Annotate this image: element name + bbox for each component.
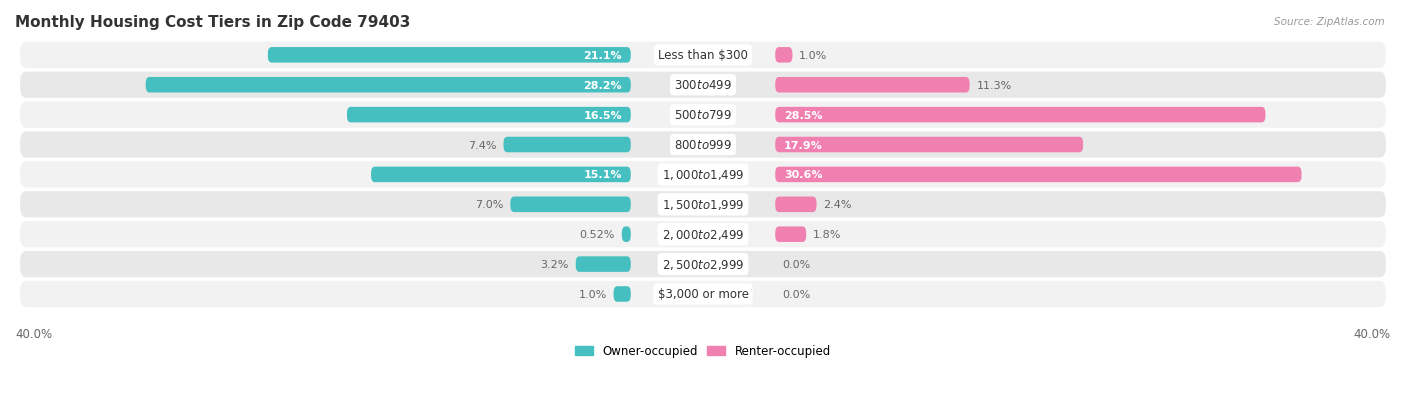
FancyBboxPatch shape <box>575 257 631 272</box>
Text: 3.2%: 3.2% <box>540 259 569 269</box>
Text: 28.2%: 28.2% <box>583 81 623 90</box>
FancyBboxPatch shape <box>20 102 1386 128</box>
Text: $500 to $799: $500 to $799 <box>673 109 733 122</box>
FancyBboxPatch shape <box>371 167 631 183</box>
Text: 30.6%: 30.6% <box>783 170 823 180</box>
Text: 11.3%: 11.3% <box>977 81 1012 90</box>
FancyBboxPatch shape <box>20 72 1386 99</box>
FancyBboxPatch shape <box>20 162 1386 188</box>
Text: 40.0%: 40.0% <box>15 328 52 341</box>
Text: $1,000 to $1,499: $1,000 to $1,499 <box>662 168 744 182</box>
FancyBboxPatch shape <box>503 138 631 153</box>
Text: $1,500 to $1,999: $1,500 to $1,999 <box>662 198 744 212</box>
FancyBboxPatch shape <box>775 167 1302 183</box>
Text: 7.4%: 7.4% <box>468 140 496 150</box>
FancyBboxPatch shape <box>621 227 631 242</box>
Text: Monthly Housing Cost Tiers in Zip Code 79403: Monthly Housing Cost Tiers in Zip Code 7… <box>15 15 411 30</box>
Text: 17.9%: 17.9% <box>783 140 823 150</box>
FancyBboxPatch shape <box>347 108 631 123</box>
Text: 0.0%: 0.0% <box>782 259 810 269</box>
Text: Less than $300: Less than $300 <box>658 49 748 62</box>
Text: $300 to $499: $300 to $499 <box>673 79 733 92</box>
FancyBboxPatch shape <box>267 48 631 64</box>
FancyBboxPatch shape <box>775 108 1265 123</box>
FancyBboxPatch shape <box>20 221 1386 248</box>
FancyBboxPatch shape <box>510 197 631 213</box>
Text: 1.8%: 1.8% <box>813 230 841 240</box>
Text: 7.0%: 7.0% <box>475 200 503 210</box>
Text: 16.5%: 16.5% <box>583 110 623 120</box>
Text: Source: ZipAtlas.com: Source: ZipAtlas.com <box>1274 17 1385 26</box>
Text: 0.52%: 0.52% <box>579 230 614 240</box>
FancyBboxPatch shape <box>20 43 1386 69</box>
FancyBboxPatch shape <box>775 197 817 213</box>
FancyBboxPatch shape <box>775 78 970 93</box>
FancyBboxPatch shape <box>20 192 1386 218</box>
Legend: Owner-occupied, Renter-occupied: Owner-occupied, Renter-occupied <box>571 340 835 362</box>
Text: 15.1%: 15.1% <box>583 170 623 180</box>
Text: $2,500 to $2,999: $2,500 to $2,999 <box>662 257 744 271</box>
FancyBboxPatch shape <box>775 48 793 64</box>
Text: 1.0%: 1.0% <box>578 289 606 299</box>
Text: 1.0%: 1.0% <box>800 51 828 61</box>
Text: $3,000 or more: $3,000 or more <box>658 288 748 301</box>
FancyBboxPatch shape <box>20 252 1386 278</box>
FancyBboxPatch shape <box>146 78 631 93</box>
Text: $800 to $999: $800 to $999 <box>673 139 733 152</box>
FancyBboxPatch shape <box>613 287 631 302</box>
FancyBboxPatch shape <box>20 281 1386 307</box>
Text: 2.4%: 2.4% <box>824 200 852 210</box>
Text: 21.1%: 21.1% <box>583 51 623 61</box>
Text: 28.5%: 28.5% <box>783 110 823 120</box>
FancyBboxPatch shape <box>20 132 1386 158</box>
Text: $2,000 to $2,499: $2,000 to $2,499 <box>662 228 744 242</box>
Text: 40.0%: 40.0% <box>1354 328 1391 341</box>
FancyBboxPatch shape <box>775 138 1083 153</box>
Text: 0.0%: 0.0% <box>782 289 810 299</box>
FancyBboxPatch shape <box>775 227 806 242</box>
